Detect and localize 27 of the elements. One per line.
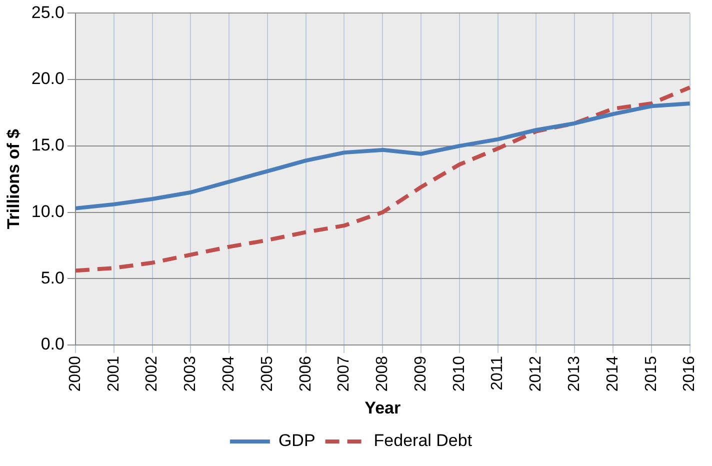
x-tick-label: 2014 <box>604 356 622 392</box>
x-axis-title: Year <box>364 398 401 418</box>
x-tick-label: 2013 <box>566 356 584 392</box>
y-axis-title: Trillions of $ <box>4 128 23 230</box>
legend-label: GDP <box>278 431 316 450</box>
x-tick-label: 2012 <box>528 356 545 392</box>
y-tick-label: 10.0 <box>31 202 64 221</box>
x-tick-label: 2008 <box>374 356 392 392</box>
x-tick-label: 2005 <box>258 356 276 392</box>
x-tick-label: 2002 <box>144 356 161 392</box>
y-tick-label: 20.0 <box>31 69 64 88</box>
x-tick-label: 2015 <box>642 356 660 392</box>
y-tick-label: 25.0 <box>31 2 64 22</box>
x-tick-label: 2001 <box>105 356 122 392</box>
y-tick-label: 0.0 <box>40 334 64 354</box>
x-tick-label: 2006 <box>297 356 314 392</box>
x-tick-label: 2009 <box>412 356 430 392</box>
x-tick-label: 2007 <box>336 356 353 392</box>
x-tick-label: 2000 <box>66 356 84 392</box>
x-tick-label: 2011 <box>489 356 506 390</box>
x-tick-label: 2010 <box>450 356 468 392</box>
x-tick-label: 2016 <box>681 356 698 392</box>
legend-label: Federal Debt <box>374 431 472 450</box>
x-tick-label: 2003 <box>182 356 200 392</box>
y-tick-label: 15.0 <box>31 136 64 155</box>
y-tick-label: 5.0 <box>40 268 64 288</box>
x-tick-label: 2004 <box>220 356 238 392</box>
